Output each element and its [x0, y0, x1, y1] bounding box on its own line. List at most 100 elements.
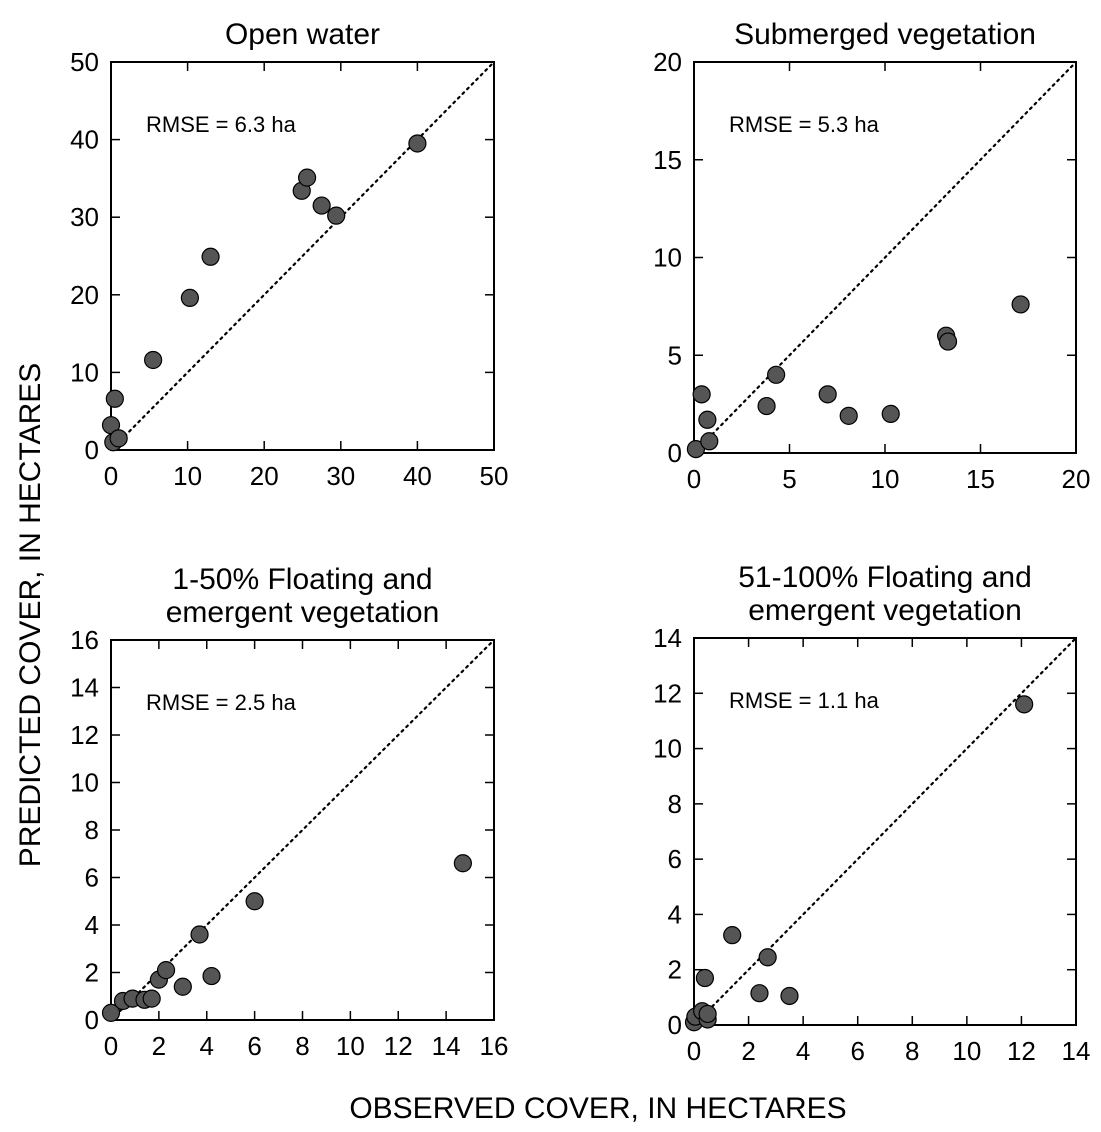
data-point — [173, 977, 192, 996]
x-tick-label: 10 — [336, 1031, 365, 1061]
x-tick-label: 30 — [326, 461, 355, 491]
data-point — [312, 196, 331, 215]
data-point — [190, 925, 209, 944]
x-tick-label: 10 — [952, 1036, 981, 1066]
y-tick-label: 0 — [85, 1005, 99, 1035]
plot-frame — [693, 637, 1077, 1026]
x-tick-label: 10 — [871, 464, 900, 494]
rmse-annotation: RMSE = 2.5 ha — [146, 690, 297, 715]
x-tick-label: 14 — [432, 1031, 461, 1061]
y-tick-label: 16 — [70, 625, 99, 655]
y-tick-label: 14 — [653, 623, 682, 653]
y-tick-label: 2 — [668, 955, 682, 985]
data-point — [202, 966, 221, 986]
panel-title: 1-50% Floating and — [172, 563, 432, 596]
data-point — [142, 989, 161, 1008]
data-point — [327, 206, 346, 225]
data-point — [758, 948, 777, 967]
y-tick-label: 12 — [653, 678, 682, 708]
data-point — [881, 404, 900, 423]
data-point — [1015, 695, 1034, 714]
y-tick-label: 0 — [668, 1010, 682, 1040]
rmse-annotation: RMSE = 1.1 ha — [729, 688, 880, 713]
x-tick-label: 0 — [687, 1036, 701, 1066]
data-point — [818, 385, 837, 404]
data-point — [750, 984, 769, 1003]
x-tick-label: 20 — [250, 461, 279, 491]
rmse-annotation: RMSE = 6.3 ha — [146, 112, 297, 137]
scatter-panel-2: Submerged vegetation 0 5 10 15 20 0 5 10 15 20 RMSE… — [653, 18, 1090, 494]
data-point — [453, 854, 472, 873]
data-point — [938, 332, 958, 351]
data-point — [700, 432, 719, 451]
y-tick-label: 10 — [653, 243, 682, 273]
y-tick-label: 50 — [70, 47, 99, 77]
rmse-annotation: RMSE = 5.3 ha — [729, 112, 880, 137]
y-tick-label: 8 — [85, 815, 99, 845]
y-tick-label: 14 — [70, 673, 99, 703]
panel-title: Submerged vegetation — [734, 18, 1036, 51]
x-tick-label: 0 — [104, 461, 118, 491]
data-point — [201, 247, 220, 266]
x-tick-label: 10 — [173, 461, 202, 491]
y-tick-label: 4 — [85, 910, 99, 940]
data-point — [692, 385, 711, 404]
x-tick-label: 8 — [295, 1031, 309, 1061]
data-point — [144, 350, 163, 370]
plot-frame — [110, 61, 495, 451]
x-tick-label: 40 — [403, 461, 432, 491]
x-tick-label: 2 — [152, 1031, 166, 1061]
one-to-one-line — [694, 62, 1076, 453]
data-point — [180, 288, 199, 308]
x-tick-label: 14 — [1062, 1036, 1091, 1066]
x-tick-label: 4 — [796, 1036, 810, 1066]
y-tick-label: 6 — [85, 863, 99, 893]
data-point — [101, 1003, 121, 1022]
x-tick-label: 12 — [384, 1031, 413, 1061]
y-tick-label: 4 — [668, 899, 682, 929]
data-point — [695, 968, 715, 988]
x-tick-label: 50 — [480, 461, 509, 491]
one-to-one-line — [111, 640, 494, 1020]
y-tick-label: 0 — [85, 435, 99, 465]
x-tick-label: 6 — [850, 1036, 864, 1066]
y-axis-label: PREDICTED COVER, IN HECTARES — [14, 363, 47, 868]
y-tick-label: 8 — [668, 789, 682, 819]
x-tick-label: 0 — [104, 1031, 118, 1061]
data-point — [757, 396, 776, 416]
x-tick-label: 6 — [247, 1031, 261, 1061]
y-tick-label: 15 — [653, 145, 682, 175]
y-tick-label: 5 — [668, 340, 682, 370]
data-point — [767, 365, 786, 384]
data-point — [839, 406, 858, 425]
data-point — [780, 986, 799, 1006]
x-tick-label: 12 — [1007, 1036, 1036, 1066]
data-point — [408, 134, 427, 153]
y-tick-label: 2 — [85, 958, 99, 988]
data-point — [297, 168, 317, 187]
data-point — [686, 439, 706, 459]
one-to-one-line — [694, 638, 1076, 1025]
panel-title: emergent vegetation — [748, 594, 1022, 627]
x-tick-label: 5 — [782, 464, 796, 494]
data-point — [723, 926, 742, 945]
scatter-panel-1: Open water 0 10 20 30 40 50 0 10 20 30 40 50 RMSE = 6… — [70, 18, 508, 491]
x-tick-label: 2 — [741, 1036, 755, 1066]
x-tick-label: 20 — [1062, 464, 1091, 494]
data-point — [109, 429, 128, 448]
one-to-one-line — [111, 62, 494, 450]
panel-title: Open water — [225, 18, 380, 51]
x-tick-label: 15 — [966, 464, 995, 494]
panel-title: 51-100% Floating and — [738, 561, 1032, 594]
panel-title: emergent vegetation — [166, 596, 440, 629]
x-tick-label: 16 — [480, 1031, 509, 1061]
y-tick-label: 10 — [653, 734, 682, 764]
y-tick-label: 12 — [70, 720, 99, 750]
y-tick-label: 20 — [70, 280, 99, 310]
y-tick-label: 0 — [668, 438, 682, 468]
y-tick-label: 10 — [70, 357, 99, 387]
